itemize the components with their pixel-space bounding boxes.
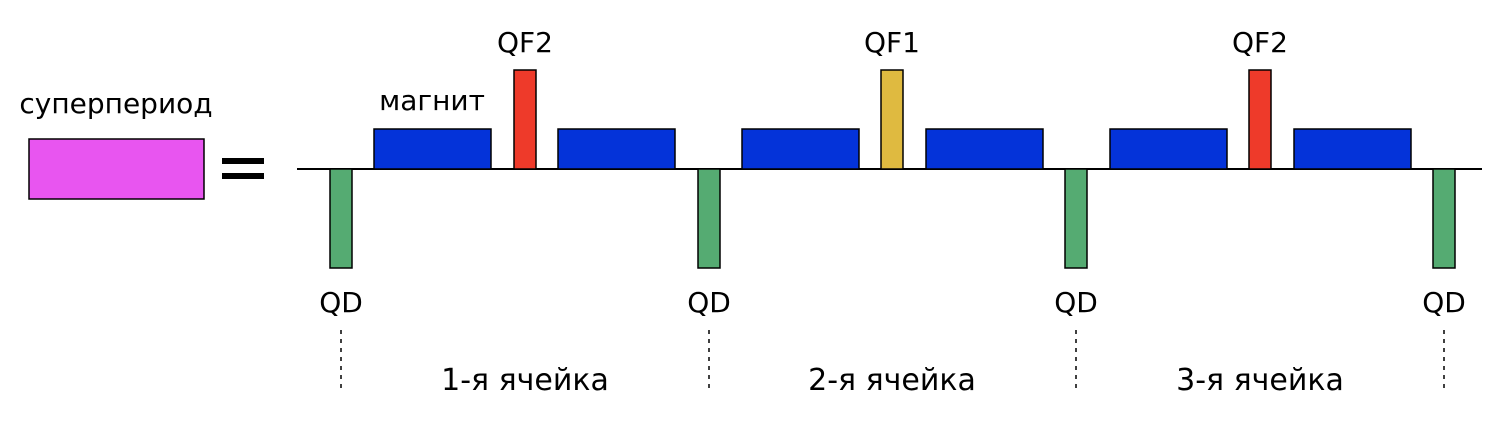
dipole-magnet [1109,128,1228,170]
dipole-magnet [373,128,492,170]
qf2-label: QF2 [1232,26,1288,59]
qd-quadrupole [1432,168,1456,269]
dipole-magnets [373,128,1412,170]
focusing-quadrupoles: QF2 QF1 QF2 [497,26,1288,170]
qd-quadrupole [329,168,353,269]
qd-label: QD [1422,286,1466,319]
qf1-label: QF1 [864,26,920,59]
qd-label: QD [687,286,731,319]
cell-label: 3-я ячейка [1176,363,1344,398]
equals-sign [222,158,264,179]
superperiod-block [28,138,205,200]
qf1-quadrupole [880,69,904,170]
defocusing-quadrupoles: QD QD QD QD [319,168,1466,319]
qd-label: QD [1054,286,1098,319]
qf2-quadrupole [513,69,537,170]
superperiod-label: суперпериод [19,87,212,120]
cell-boundaries [340,330,1445,388]
qd-quadrupole [1064,168,1088,269]
qf2-label: QF2 [497,26,553,59]
cell-label: 2-я ячейка [808,363,976,398]
dipole-magnet [557,128,676,170]
cell-label: 1-я ячейка [441,363,609,398]
dipole-magnet [1293,128,1412,170]
magnet-label: магнит [379,84,485,117]
qd-label: QD [319,286,363,319]
dipole-magnet [741,128,860,170]
qd-quadrupole [697,168,721,269]
dipole-magnet [925,128,1044,170]
qf2-quadrupole [1248,69,1272,170]
